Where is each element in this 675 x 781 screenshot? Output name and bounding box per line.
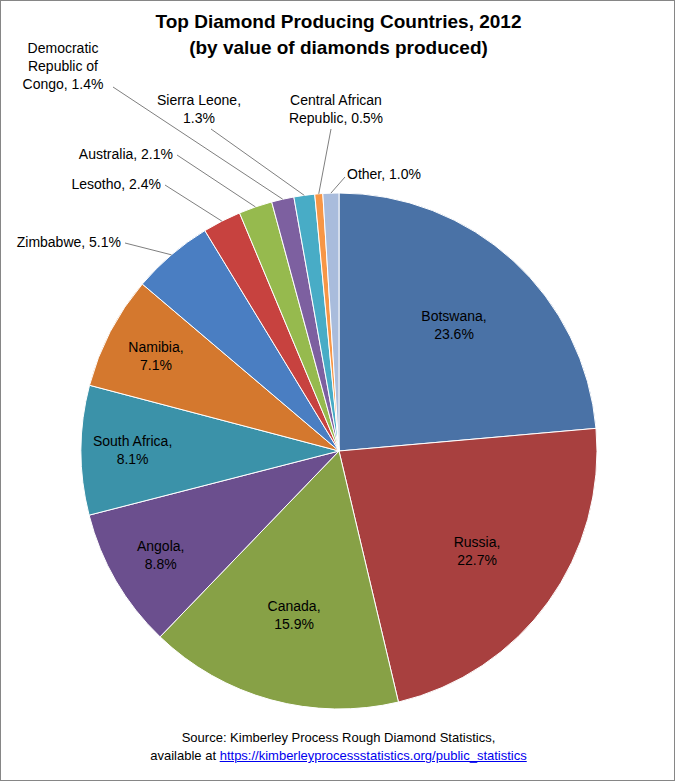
svg-text:Angola,8.8%: Angola,8.8% (137, 538, 184, 572)
svg-text:Other, 1.0%: Other, 1.0% (347, 166, 421, 182)
svg-text:Central AfricanRepublic, 0.5%: Central AfricanRepublic, 0.5% (289, 92, 383, 126)
html-text:Source: Kimberley Process Roug: Source: Kimberley Process Rough Diamond … (181, 730, 496, 745)
svg-text:Sierra Leone,1.3%: Sierra Leone,1.3% (157, 92, 241, 126)
html-text:Top Diamond Producing Countrie: Top Diamond Producing Countries, 2012 (155, 11, 522, 32)
svg-text:Zimbabwe, 5.1%: Zimbabwe, 5.1% (17, 234, 121, 250)
svg-text:South Africa,8.1%: South Africa,8.1% (93, 433, 172, 467)
svg-text:Lesotho, 2.4%: Lesotho, 2.4% (71, 176, 161, 192)
html-text:(by value of diamonds produced: (by value of diamonds produced) (189, 37, 488, 58)
svg-text:Namibia,7.1%: Namibia,7.1% (128, 339, 183, 373)
svg-text:Canada,15.9%: Canada,15.9% (268, 598, 321, 632)
svg-text:DemocraticRepublic ofCongo, 1.: DemocraticRepublic ofCongo, 1.4% (23, 40, 104, 92)
svg-text:Botswana,23.6%: Botswana,23.6% (421, 308, 486, 342)
svg-text:Australia, 2.1%: Australia, 2.1% (79, 146, 173, 162)
svg-text:Russia,22.7%: Russia,22.7% (454, 534, 501, 568)
html-text:available at https://kimberley: available at https://kimberleyprocesssta… (150, 748, 527, 763)
